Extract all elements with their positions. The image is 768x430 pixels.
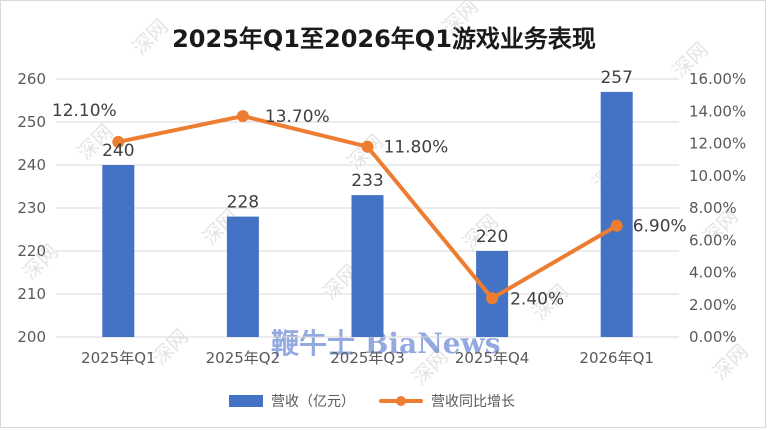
left-tick-label: 240 [17,156,46,174]
left-tick-label: 200 [17,328,46,346]
watermark-logo: 鞭牛士 BiaNews [271,327,500,360]
growth-value-label: 11.80% [384,138,449,158]
bar-2025年Q2 [226,216,259,337]
bar-value-label: 240 [102,141,134,161]
right-tick-label: 8.00% [689,199,737,217]
left-tick-label: 250 [17,113,46,131]
growth-value-label: 6.90% [633,217,687,237]
bar-value-label: 228 [227,193,259,213]
right-tick-label: 14.00% [689,102,746,120]
bar-value-label: 257 [600,68,632,88]
x-tick-label: 2025年Q2 [206,349,281,367]
x-tick-label: 2026年Q1 [579,349,654,367]
bar-2025年Q3 [351,195,384,337]
growth-point [486,292,499,305]
right-tick-label: 10.00% [689,167,746,185]
x-tick-label: 2025年Q4 [455,349,530,367]
growth-value-label: 13.70% [265,107,330,127]
line-data-labels: 12.10% 13.70% 11.80% 2.40% 6.90% [52,101,687,309]
legend-bar-swatch [229,395,263,407]
x-axis: 2025年Q1 2025年Q2 2025年Q3 2025年Q4 2026年Q1 [81,349,654,367]
legend: 营收（亿元） 营收同比增长 [229,394,515,410]
x-tick-label: 2025年Q3 [330,349,405,367]
line-series [112,110,623,305]
bar-data-labels: 240 228 233 220 257 [102,68,633,247]
growth-point [361,140,374,153]
watermark-text: 深网 [708,339,753,384]
bar-2025年Q1 [102,165,135,337]
left-axis: 200 210 220 230 240 250 260 [17,70,46,346]
right-tick-label: 6.00% [689,231,737,249]
chart-title: 2025年Q1至2026年Q1游戏业务表现 [172,25,596,53]
watermark-text: 深网 [128,14,173,59]
bar-2026年Q1 [600,91,633,338]
left-tick-label: 210 [17,285,46,303]
bar-value-label: 220 [476,227,508,247]
left-tick-label: 220 [17,242,46,260]
growth-value-label: 12.10% [52,101,117,121]
right-tick-label: 16.00% [689,70,746,88]
right-tick-label: 12.00% [689,135,746,153]
right-tick-label: 4.00% [689,264,737,282]
growth-value-label: 2.40% [510,289,564,309]
right-tick-label: 0.00% [689,328,737,346]
growth-point [112,135,125,148]
growth-point [236,110,249,123]
legend-bar-label: 营收（亿元） [271,394,355,410]
bar-series [102,91,633,338]
legend-line-marker [396,396,406,406]
left-tick-label: 230 [17,199,46,217]
right-tick-label: 2.00% [689,296,737,314]
left-tick-label: 260 [17,70,46,88]
x-tick-label: 2025年Q1 [81,349,156,367]
growth-point [610,219,623,232]
right-axis: 0.00% 2.00% 4.00% 6.00% 8.00% 10.00% 12.00% 14.… [689,70,746,346]
legend-line-label: 营收同比增长 [431,394,515,410]
bar-value-label: 233 [351,171,383,191]
